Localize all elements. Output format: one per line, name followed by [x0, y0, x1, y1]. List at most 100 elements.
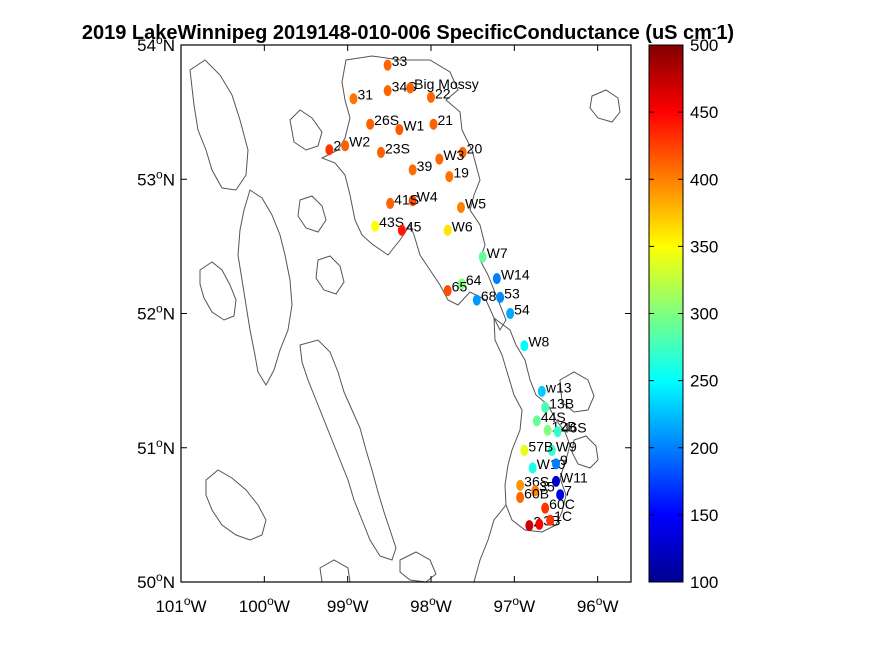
lon-tick-label: 98oW [410, 594, 452, 616]
station-label: W11 [560, 469, 588, 485]
station-label: 36S [524, 473, 549, 489]
station-label: W8 [528, 334, 549, 350]
colorbar: 100 150 200 250 300 350 400 450 500 [648, 36, 718, 592]
colorbar-scale [648, 44, 684, 583]
station-marker [543, 424, 552, 436]
station-marker [552, 475, 560, 487]
lake-manitoba-south [205, 469, 267, 541]
station-label: W5 [465, 195, 486, 211]
station-marker [541, 401, 550, 413]
red-river-outlet [473, 504, 507, 582]
lon-tick-label: 101oW [155, 594, 206, 616]
colorbar-tick-label: 150 [690, 506, 718, 525]
colorbar-ticks: 100 150 200 250 300 350 400 450 500 [649, 36, 718, 592]
station-marker [528, 462, 537, 474]
station-label: 31 [358, 87, 374, 103]
station-marker [472, 294, 481, 306]
station-marker [325, 144, 334, 156]
station-marker [371, 220, 380, 232]
station-marker [443, 224, 452, 236]
station-label: 33 [392, 53, 408, 69]
station-label: 54 [514, 302, 530, 318]
station-marker [535, 518, 544, 530]
station-marker [525, 520, 534, 532]
station-marker [443, 285, 452, 297]
station-label: 53 [504, 285, 520, 301]
station-label: W4 [417, 189, 438, 205]
station-label: 23S [385, 140, 410, 156]
colorbar-tick-label: 300 [690, 305, 718, 324]
lon-tick-label: 99oW [327, 594, 369, 616]
station-marker [496, 291, 505, 303]
colorbar-tick-label: 100 [690, 573, 718, 592]
station-marker [383, 85, 392, 97]
station-marker [408, 195, 417, 207]
station-marker [537, 385, 546, 397]
station-marker [506, 308, 515, 319]
lon-tick-label: 100oW [239, 594, 290, 616]
station-marker [553, 426, 562, 438]
station-label: W1 [403, 118, 424, 134]
lat-tick-label: 52oN [137, 302, 175, 324]
station-label: W14 [501, 267, 530, 283]
station-marker [546, 514, 555, 526]
station-marker [397, 224, 406, 236]
lake-winnipeg-south-basin [493, 316, 571, 533]
station-label: 21 [438, 112, 454, 128]
station-marker [349, 93, 358, 105]
colorbar-tick-label: 250 [690, 372, 718, 391]
station-marker [516, 479, 525, 491]
station-label: 26S [374, 112, 399, 128]
station-label: 39 [417, 158, 433, 174]
station-label: 65 [452, 279, 468, 295]
station-marker [429, 118, 438, 130]
station-marker [457, 278, 466, 290]
station-label: W9 [556, 438, 577, 454]
station-marker [377, 146, 385, 158]
axis-ticks: 101oW 100oW 99oW 98oW 97oW 96oW 50oN 51oN 52oN 53… [137, 33, 631, 616]
station-marker [406, 82, 415, 94]
colorbar-tick-label: 350 [690, 237, 718, 256]
station-marker [556, 489, 565, 501]
station-label: 9 [560, 452, 568, 468]
colorbar-tick-label: 500 [690, 36, 718, 55]
station-label: W3 [443, 147, 464, 163]
station-label: W2 [349, 134, 370, 150]
station-label: 19 [453, 165, 469, 181]
cedar-lake [199, 261, 237, 321]
lake-winnipegosis [189, 59, 249, 191]
lake-manitoba-north [299, 339, 397, 561]
station-label: Big Mossy [414, 76, 479, 92]
station-label: 20 [467, 140, 483, 156]
lon-tick-label: 97oW [494, 594, 536, 616]
station-label: 13B [549, 395, 574, 411]
station-marker [516, 491, 525, 503]
colorbar-tick-label: 400 [690, 170, 718, 189]
station-marker [366, 118, 375, 130]
station-label: 22 [435, 85, 451, 101]
station-marker [541, 502, 550, 514]
station-marker [408, 164, 417, 176]
station-label: 44S [541, 409, 566, 425]
station-marker [395, 124, 404, 136]
colorbar-tick-label: 450 [690, 103, 718, 122]
east-shore-lakes [559, 89, 621, 469]
station-label: w13 [545, 379, 572, 395]
station-label: 64 [466, 272, 482, 288]
station-marker [520, 340, 529, 352]
station-label: W6 [452, 218, 473, 234]
station-label: 43S [379, 214, 404, 230]
station-marker [457, 201, 465, 213]
lat-tick-label: 51oN [137, 436, 175, 458]
lon-tick-label: 96oW [577, 594, 619, 616]
station-marker [427, 91, 435, 103]
station-label: 60C [549, 496, 575, 512]
station-marker [383, 59, 392, 71]
station-marker [531, 485, 540, 497]
station-marker [492, 273, 501, 285]
station-marker [445, 171, 454, 183]
map-axes: 101oW 100oW 99oW 98oW 97oW 96oW 50oN 51oN 52oN 53… [137, 33, 632, 616]
station-marker [532, 415, 541, 427]
